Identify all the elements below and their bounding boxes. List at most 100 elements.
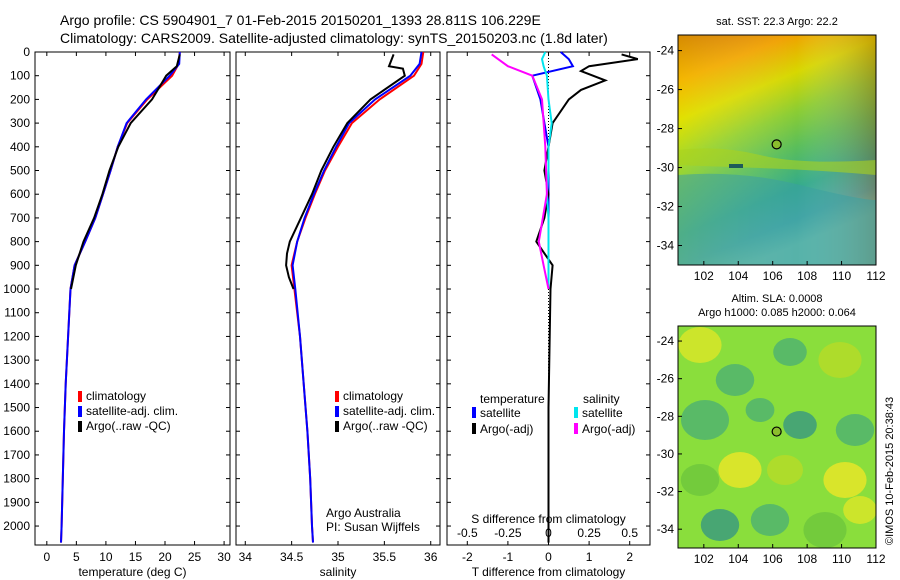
depth-tick-label: 0 — [23, 45, 30, 59]
legend-swatch — [472, 407, 476, 418]
map-y-tick-label: -32 — [657, 200, 675, 214]
sla-anomaly-patch — [678, 327, 722, 363]
series-line-salinity-argo-adj- — [491, 53, 550, 290]
series-line-argo-raw-qc- — [70, 54, 181, 290]
map-y-tick-label: -28 — [657, 409, 675, 423]
sla-anomaly-patch — [818, 342, 862, 378]
sst-front-band — [678, 148, 876, 175]
series-line-satellite-adj-clim- — [60, 51, 181, 543]
legend-swatch — [472, 423, 476, 434]
map-y-tick-label: -26 — [657, 83, 675, 97]
panel-annotation: PI: Susan Wijffels — [326, 520, 420, 534]
map-y-tick-label: -24 — [657, 334, 675, 348]
x-tick-label: -1 — [503, 550, 514, 564]
panel-frame — [235, 51, 441, 546]
depth-tick-label: 700 — [10, 211, 30, 225]
depth-tick-label: 1400 — [3, 377, 30, 391]
depth-tick-label: 1000 — [3, 282, 30, 296]
sla-anomaly-patch — [773, 338, 807, 366]
depth-tick-label: 800 — [10, 235, 30, 249]
x-axis-label: T difference from climatology — [472, 565, 626, 579]
x-tick-label: 10 — [99, 550, 113, 564]
depth-tick-label: 100 — [10, 69, 30, 83]
sst-argo-position-marker — [771, 139, 782, 150]
series-line-temperature-satellite — [530, 51, 575, 289]
series-line-climatology — [290, 51, 425, 543]
x-axis-label: temperature (deg C) — [78, 565, 186, 579]
top-x-tick-label: 0.5 — [621, 526, 638, 540]
sla-anomaly-field — [678, 327, 876, 548]
x-tick-label: 30 — [217, 550, 231, 564]
depth-tick-label: 1200 — [3, 329, 30, 343]
sla-anomaly-patch — [803, 512, 847, 548]
x-tick-label: 2 — [626, 550, 633, 564]
map-x-tick-label: 112 — [866, 269, 885, 283]
sla-map: Altim. SLA: 0.0008 Argo h1000: 0.085 h20… — [657, 293, 886, 566]
panel-frame — [34, 51, 231, 546]
legend-swatch — [335, 391, 339, 402]
sla-anomaly-patch — [700, 509, 740, 541]
top-x-tick-label: -0.25 — [494, 526, 522, 540]
map-y-tick-label: -30 — [657, 161, 675, 175]
sst-map-title: sat. SST: 22.3 Argo: 22.2 — [716, 16, 838, 28]
map-y-tick-label: -26 — [657, 372, 675, 386]
map-x-tick-label: 102 — [694, 552, 714, 566]
legend-label: Argo(..raw -QC) — [343, 419, 428, 433]
legend-swatch — [574, 407, 578, 418]
map-x-tick-label: 104 — [728, 552, 748, 566]
panel-temperature: 0100200300400500600700800900100011001200… — [3, 45, 231, 579]
map-y-tick-label: -34 — [657, 239, 675, 253]
legend-label: satellite — [582, 406, 623, 420]
map-x-tick-label: 110 — [832, 269, 851, 283]
depth-tick-label: 1100 — [4, 306, 30, 320]
legend-temperature-title: temperature — [480, 392, 545, 406]
x-tick-label: 20 — [158, 550, 172, 564]
legend-label: satellite-adj. clim. — [343, 404, 435, 418]
sst-cool-region — [678, 173, 876, 265]
x-tick-label: 1 — [586, 550, 593, 564]
depth-tick-label: 2000 — [3, 519, 30, 533]
panel-annotation: Argo Australia — [326, 506, 401, 520]
sla-anomaly-patch — [745, 398, 775, 422]
series-line-argo-raw-qc- — [285, 54, 406, 290]
legend-swatch — [78, 391, 82, 402]
top-x-tick-label: -0.5 — [457, 526, 478, 540]
series-line-salinity-satellite — [540, 51, 553, 289]
x-axis-label: salinity — [320, 565, 357, 579]
x-tick-label: 0 — [43, 550, 50, 564]
legend-label: satellite — [480, 406, 521, 420]
sla-map-title-line1: Altim. SLA: 0.0008 — [731, 293, 822, 305]
depth-tick-label: 1700 — [3, 448, 30, 462]
sla-anomaly-patch — [681, 400, 729, 440]
sla-anomaly-patch — [835, 414, 875, 446]
legend-label: Argo(-adj) — [480, 422, 533, 436]
map-y-tick-label: -34 — [657, 522, 675, 536]
map-y-tick-label: -32 — [657, 485, 675, 499]
x-tick-label: 15 — [129, 550, 143, 564]
sla-map-title-line2: Argo h1000: 0.085 h2000: 0.064 — [698, 307, 856, 319]
x-tick-label: 36 — [424, 550, 438, 564]
depth-tick-label: 900 — [10, 258, 30, 272]
sla-anomaly-patch — [823, 462, 867, 498]
map-y-tick-label: -24 — [657, 44, 675, 58]
depth-tick-label: 1600 — [3, 424, 30, 438]
depth-tick-label: 300 — [10, 116, 30, 130]
sst-map: sat. SST: 22.3 Argo: 22.2 102 104 106 108 11… — [657, 16, 886, 283]
legend-label: Argo(..raw -QC) — [86, 419, 171, 433]
legend-label: climatology — [86, 389, 146, 403]
depth-tick-label: 600 — [10, 187, 30, 201]
legend-swatch — [78, 406, 82, 417]
panel-salinity: 34 34.5 35 35.5 36 salinity climatologysatelli… — [235, 51, 441, 579]
sla-anomaly-patch — [718, 452, 762, 488]
legend-swatch — [335, 421, 339, 432]
map-x-tick-label: 108 — [797, 552, 817, 566]
map-x-tick-label: 110 — [832, 552, 851, 566]
depth-tick-label: 400 — [10, 140, 30, 154]
depth-tick-label: 200 — [10, 92, 30, 106]
legend-salinity-title: salinity — [583, 392, 620, 406]
top-x-tick-label: 0.25 — [577, 526, 601, 540]
x-tick-label: 35.5 — [373, 550, 397, 564]
sst-map-frame — [677, 34, 877, 266]
legend-swatch — [574, 423, 578, 434]
legend-label: Argo(-adj) — [582, 422, 635, 436]
